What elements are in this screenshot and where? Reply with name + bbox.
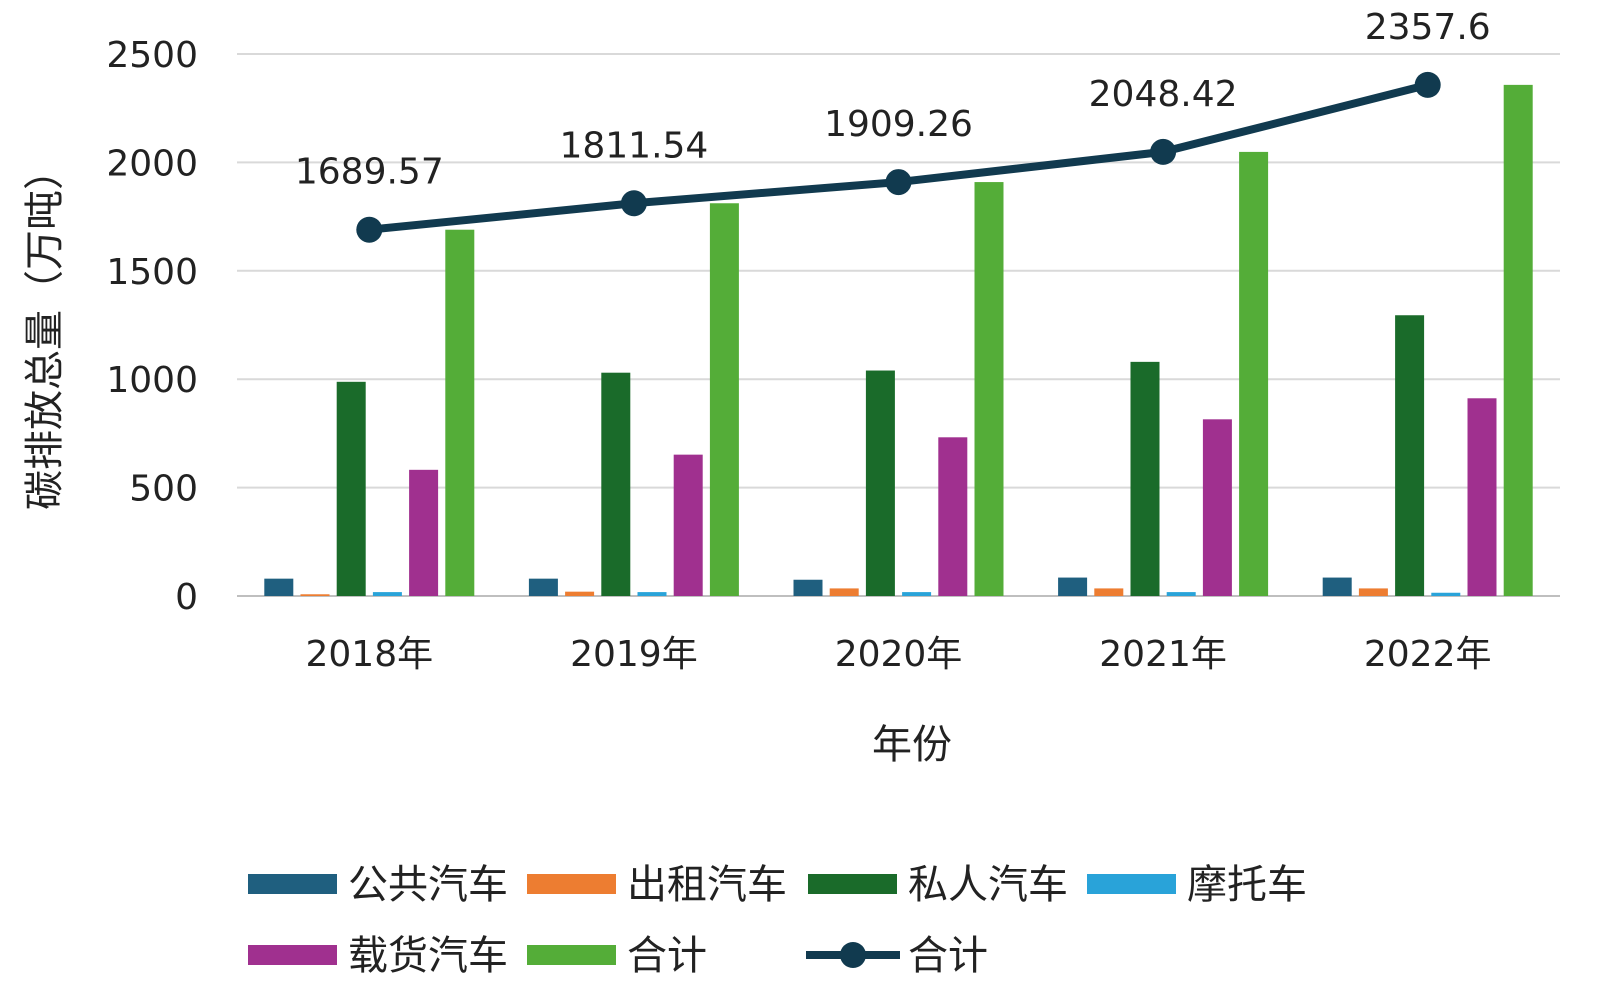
legend-item: 公共汽车 <box>248 862 508 908</box>
x-tick-label: 2021年 <box>1099 634 1227 675</box>
y-tick-label: 2500 <box>106 35 198 76</box>
x-tick-label: 2019年 <box>570 634 698 675</box>
data-label: 2357.6 <box>1365 7 1491 48</box>
legend-label: 载货汽车 <box>348 933 508 979</box>
bar <box>300 594 330 596</box>
data-label: 1909.26 <box>824 104 973 145</box>
bar <box>1503 84 1533 597</box>
line-marker <box>885 169 912 196</box>
y-tick-label: 1500 <box>106 252 198 293</box>
legend-item: 载货汽车 <box>248 933 508 979</box>
legend-label: 合计 <box>908 933 988 979</box>
bar <box>1239 151 1269 597</box>
legend-item: 合计 <box>527 933 707 979</box>
bar <box>565 591 595 596</box>
legend-swatch <box>808 874 897 894</box>
y-tick-label: 0 <box>175 577 198 618</box>
y-axis-title: 碳排放总量（万吨） <box>22 150 68 510</box>
legend-item: 出租汽车 <box>527 862 787 908</box>
y-tick-label: 1000 <box>106 360 198 401</box>
bar <box>264 578 294 596</box>
bar <box>336 381 366 596</box>
bar <box>865 370 895 596</box>
legend-item: 摩托车 <box>1087 862 1307 908</box>
bar <box>601 372 631 596</box>
data-label: 2048.42 <box>1089 74 1238 115</box>
legend-label: 出租汽车 <box>627 862 787 908</box>
bar <box>1058 577 1088 596</box>
bar <box>528 578 558 596</box>
x-axis-title: 年份 <box>872 722 952 768</box>
line-marker <box>1150 138 1177 165</box>
bar <box>1094 588 1124 596</box>
legend-marker <box>840 942 866 968</box>
data-label: 1811.54 <box>559 125 708 166</box>
y-axis-ticks: 0 500 1000 1500 2000 2500 <box>106 35 198 618</box>
x-tick-label: 2022年 <box>1364 634 1492 675</box>
line-marker <box>356 216 383 243</box>
bar <box>829 588 859 596</box>
bars <box>264 84 1533 597</box>
bar <box>938 437 968 596</box>
bar <box>1431 592 1461 596</box>
legend-label: 摩托车 <box>1187 862 1307 908</box>
data-labels: 1689.57 1811.54 1909.26 2048.42 2357.6 <box>295 7 1491 193</box>
bar <box>902 592 932 596</box>
legend-swatch <box>527 945 616 965</box>
bar <box>445 229 475 596</box>
bar <box>673 454 703 596</box>
line-marker <box>1414 71 1441 98</box>
legend-label: 私人汽车 <box>908 862 1068 908</box>
bar <box>637 592 667 596</box>
bar <box>409 469 439 596</box>
bar <box>974 182 1004 596</box>
legend-label: 公共汽车 <box>348 862 508 908</box>
total-line <box>356 71 1441 243</box>
data-label: 1689.57 <box>295 152 444 193</box>
x-tick-label: 2018年 <box>305 634 433 675</box>
legend-swatch <box>248 874 337 894</box>
bar <box>372 592 402 596</box>
bar <box>793 579 823 596</box>
bar <box>1166 592 1196 596</box>
legend-item: 合计 <box>806 933 988 979</box>
legend-label: 合计 <box>627 933 707 979</box>
bar <box>1358 588 1388 596</box>
bar <box>1202 419 1232 596</box>
bar <box>1130 361 1160 596</box>
x-axis-ticks: 2018年 2019年 2020年 2021年 2022年 <box>305 634 1491 675</box>
bar <box>1395 315 1425 596</box>
legend-swatch <box>1087 874 1176 894</box>
y-tick-label: 500 <box>129 469 198 510</box>
legend-swatch <box>248 945 337 965</box>
legend-swatch <box>527 874 616 894</box>
x-tick-label: 2020年 <box>835 634 963 675</box>
line-marker <box>620 190 647 217</box>
y-tick-label: 2000 <box>106 143 198 184</box>
bar <box>1322 577 1352 596</box>
bar <box>709 203 739 597</box>
bar <box>1467 398 1497 596</box>
legend-item: 私人汽车 <box>808 862 1068 908</box>
